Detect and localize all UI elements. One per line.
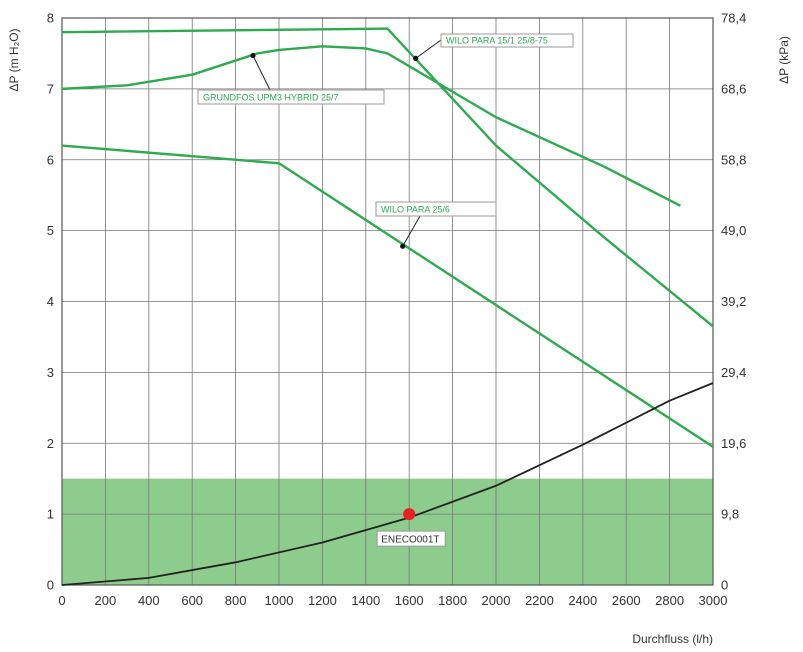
series-line-2 — [61, 144, 714, 448]
operating-point-label-box — [376, 530, 446, 547]
callout-box — [197, 89, 385, 105]
operating-point — [403, 508, 416, 521]
y-left-tick-label: 5 — [47, 223, 54, 238]
x-tick-label: 1400 — [351, 593, 380, 608]
y-right-tick-label: 29,4 — [721, 365, 746, 380]
y-right-tick-labels: 0 9,8 19,6 29,4 39,2 49,0 58,8 68,6 78,4 — [721, 11, 746, 593]
callout-box — [375, 201, 497, 217]
x-tick-label: 600 — [181, 593, 203, 608]
y-right-tick-label: 0 — [721, 578, 728, 593]
curve-marker — [250, 52, 256, 59]
callout-leader — [252, 55, 271, 91]
y-left-tick-label: 7 — [47, 81, 54, 96]
curve-marker — [400, 243, 406, 249]
callouts: WILO PARA 15/1 25/8-75 GRUNDFOS UPM3 HYBR… — [197, 33, 574, 247]
y-right-tick-label: 68,6 — [721, 81, 746, 96]
x-tick-label: 2600 — [612, 593, 641, 608]
curve-marker — [413, 55, 419, 61]
x-tick-label: 3000 — [699, 593, 728, 608]
y-right-tick-label: 58,8 — [721, 152, 746, 167]
callout-label: WILO PARA 25/6 — [381, 205, 450, 215]
operating-point-label: ENECO001T — [381, 535, 439, 546]
series-line-1 — [61, 45, 681, 207]
x-tick-label: 1600 — [395, 593, 424, 608]
y-right-tick-label: 19,6 — [721, 436, 746, 451]
x-tick-label: 800 — [225, 593, 247, 608]
callout-box — [440, 33, 574, 48]
x-tick-label: 400 — [138, 593, 160, 608]
callout-label: WILO PARA 15/1 25/8-75 — [446, 36, 548, 46]
y-left-axis-label: ΔP (m H₂O) — [7, 28, 21, 91]
y-left-tick-label: 6 — [47, 152, 54, 167]
x-tick-label: 0 — [58, 593, 65, 608]
plot-frame — [61, 17, 714, 586]
x-tick-label: 1000 — [265, 593, 294, 608]
y-left-tick-label: 4 — [47, 294, 54, 309]
y-right-tick-label: 39,2 — [721, 294, 746, 309]
y-right-tick-label: 78,4 — [721, 11, 746, 26]
y-left-tick-label: 1 — [47, 507, 54, 522]
series-layer — [61, 27, 714, 586]
callout-leader — [402, 215, 421, 247]
series-line-0 — [61, 27, 714, 328]
y-left-tick-label: 0 — [47, 578, 54, 593]
y-left-tick-label: 3 — [47, 365, 54, 380]
x-tick-label: 2400 — [568, 593, 597, 608]
x-tick-label: 2000 — [482, 593, 511, 608]
x-axis-label: Durchfluss (l/h) — [632, 632, 713, 646]
x-tick-label: 2200 — [525, 593, 554, 608]
x-tick-label: 1200 — [308, 593, 337, 608]
x-tick-label: 200 — [95, 593, 117, 608]
y-right-tick-label: 49,0 — [721, 223, 746, 238]
y-left-tick-labels: 0 1 2 3 4 5 6 7 8 — [47, 11, 54, 593]
y-left-tick-label: 8 — [47, 11, 54, 26]
x-tick-label: 1800 — [438, 593, 467, 608]
markers: ENECO001T — [250, 52, 446, 547]
y-right-tick-label: 9,8 — [721, 507, 739, 522]
y-right-axis-label: ΔP (kPa) — [777, 36, 791, 84]
grid — [61, 17, 714, 586]
callout-label: GRUNDFOS UPM3 HYBRID 25/7 — [203, 93, 339, 103]
y-left-tick-label: 2 — [47, 436, 54, 451]
x-tick-labels: 0 200 400 600 800 1000 1200 1400 1600 1800 2000 220… — [58, 593, 727, 608]
callout-leader — [415, 39, 442, 59]
x-tick-label: 2800 — [655, 593, 684, 608]
